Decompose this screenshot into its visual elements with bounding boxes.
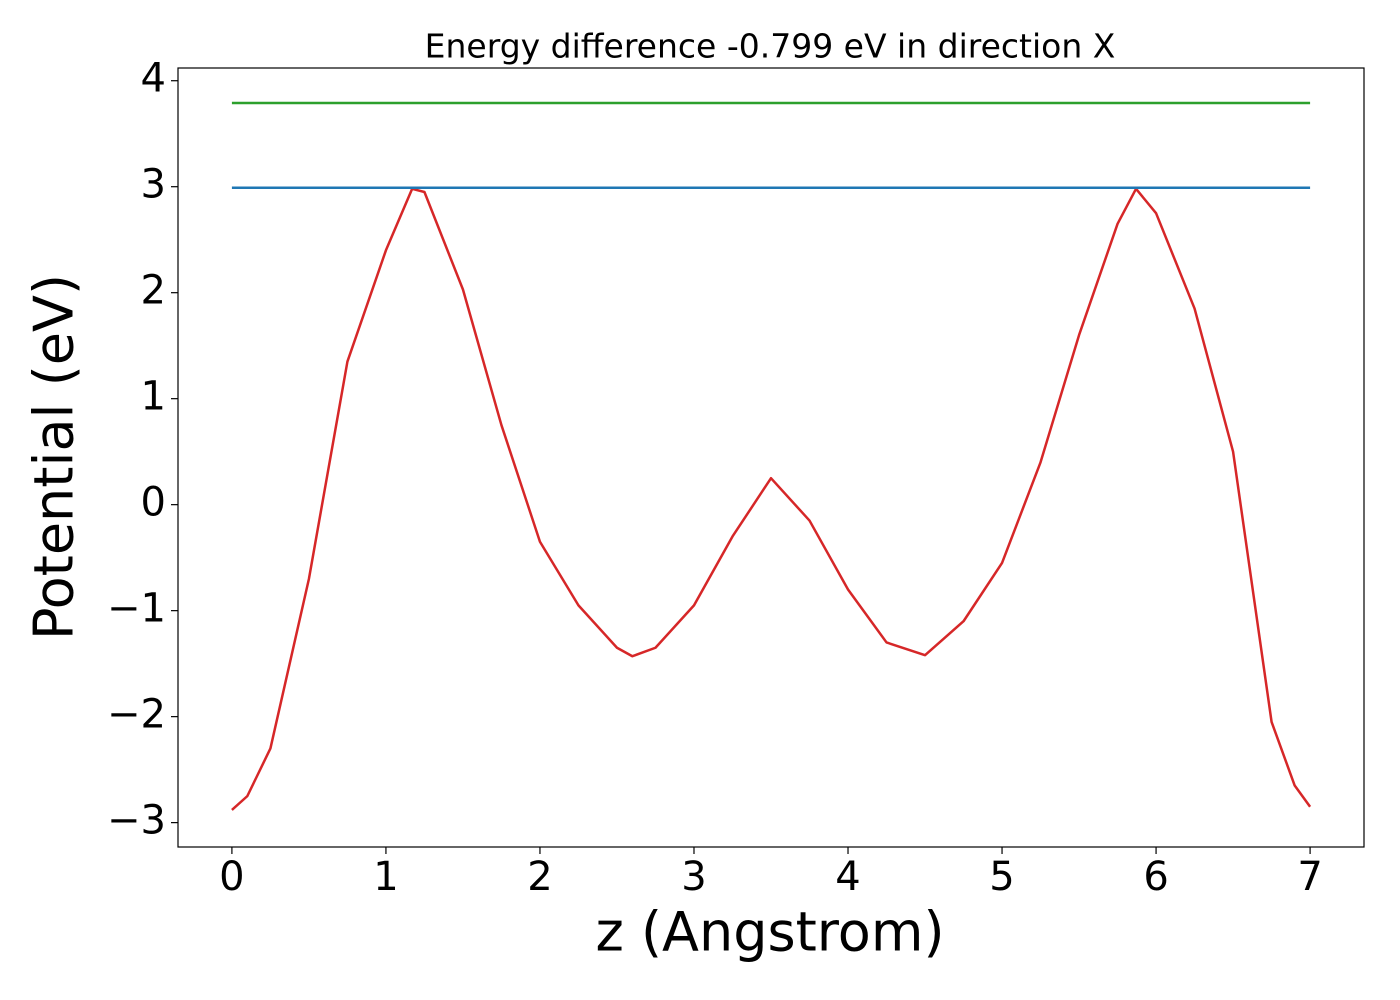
y-tick-label: 4 [141, 56, 166, 102]
x-tick-label: 5 [989, 854, 1014, 900]
y-tick-label: 0 [141, 480, 166, 526]
plot-frame [177, 67, 1365, 848]
x-tick-label: 3 [681, 854, 706, 900]
chart-title: Energy difference -0.799 eV in direction… [425, 27, 1116, 66]
x-tick-label: 1 [373, 854, 398, 900]
x-tick-label: 6 [1143, 854, 1168, 900]
y-axis-label: Potential (eV) [23, 274, 86, 640]
x-tick-label: 4 [835, 854, 860, 900]
x-tick-label: 7 [1297, 854, 1322, 900]
y-tick-label: 1 [141, 374, 166, 420]
y-tick-label: 3 [141, 162, 166, 208]
x-tick-label: 2 [527, 854, 552, 900]
y-tick-label: −2 [107, 692, 166, 738]
y-tick-label: −1 [107, 586, 166, 632]
y-tick-label: 2 [141, 268, 166, 314]
series-line [231, 187, 1312, 811]
x-axis-label: z (Angstrom) [595, 901, 944, 964]
x-tick-label: 0 [219, 854, 244, 900]
y-tick-label: −3 [107, 798, 166, 844]
